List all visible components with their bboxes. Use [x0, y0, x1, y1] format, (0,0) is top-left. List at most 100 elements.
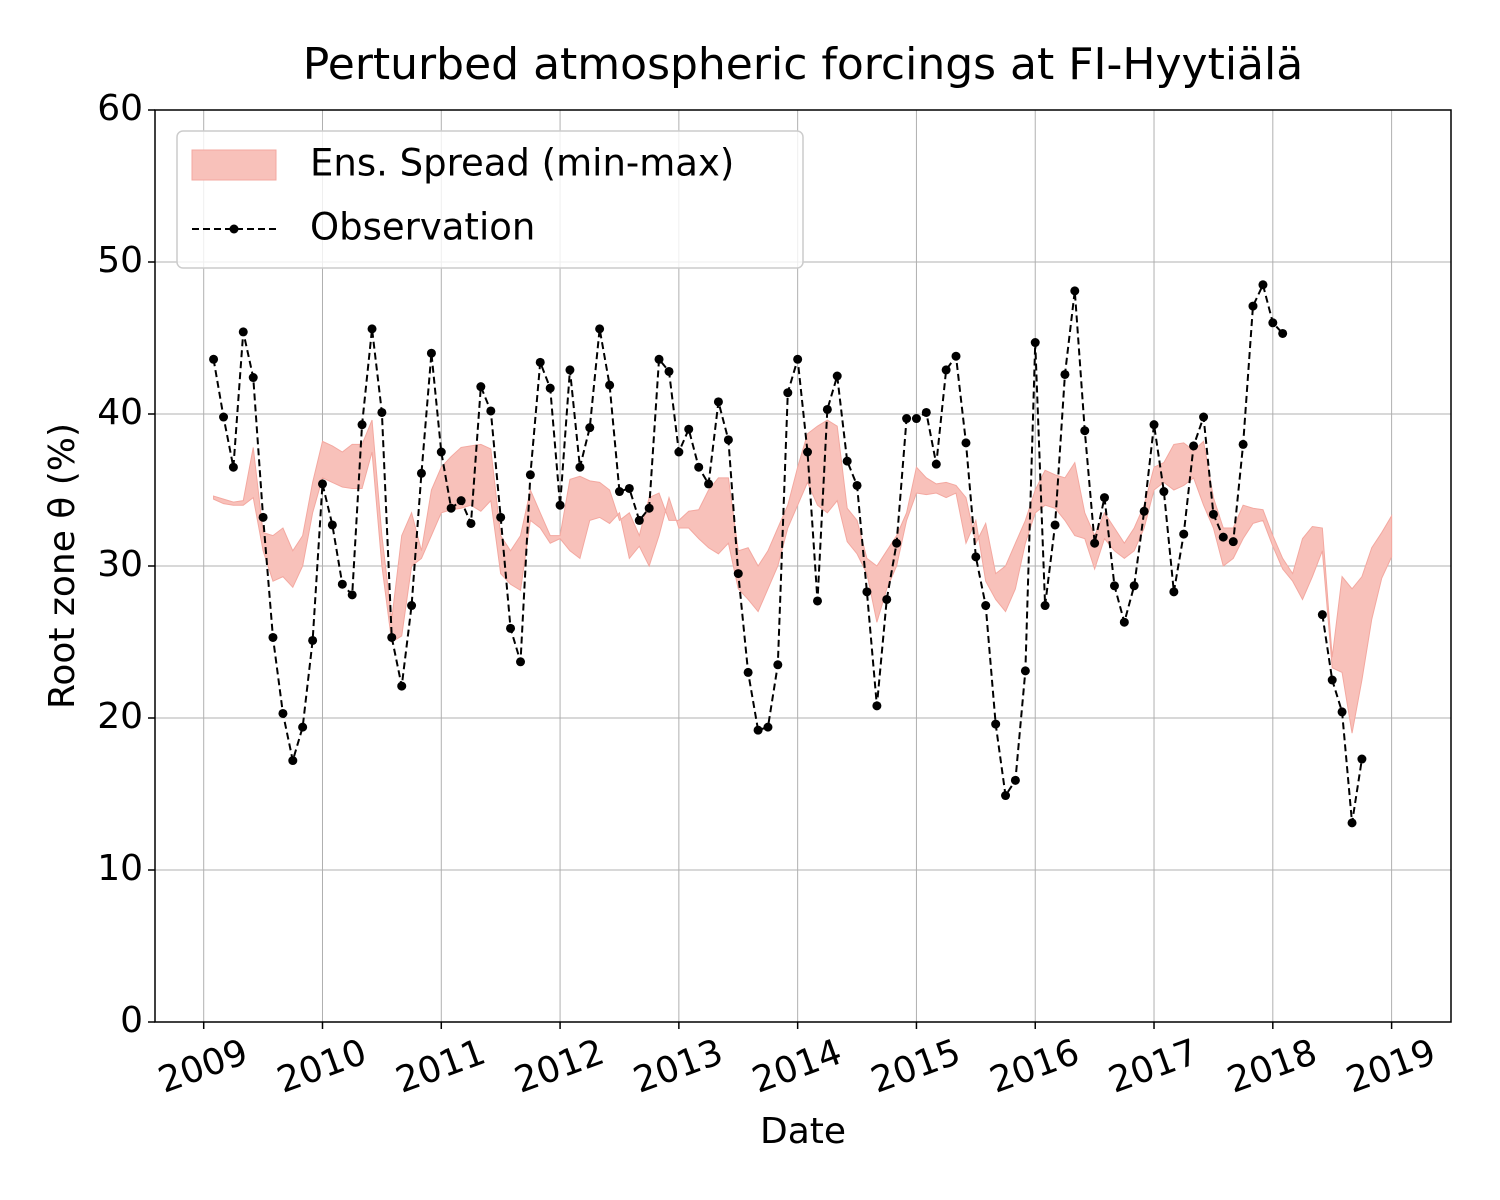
spread-band — [213, 419, 1393, 734]
x-tick-label: 2014 — [747, 1032, 847, 1102]
observation-point — [793, 354, 803, 364]
observation-point — [704, 479, 714, 489]
observation-point — [1218, 532, 1228, 542]
observation-point — [1228, 537, 1238, 547]
observation-point — [773, 660, 783, 670]
observation-point — [1159, 487, 1169, 497]
observation-point — [674, 447, 684, 457]
observation-point — [1268, 318, 1278, 328]
observation-point — [1347, 818, 1357, 828]
observation-point — [654, 354, 664, 364]
x-tick-label: 2016 — [985, 1032, 1085, 1102]
observation-point — [1278, 328, 1288, 338]
observation-point — [575, 462, 585, 472]
observation-point — [565, 365, 575, 375]
observation-point — [1258, 280, 1268, 290]
observation-point — [347, 590, 357, 600]
observation-point — [466, 518, 476, 528]
x-tick-label: 2013 — [628, 1032, 728, 1102]
x-tick-label: 2012 — [510, 1032, 610, 1102]
y-tick-label: 50 — [97, 240, 143, 281]
observation-point — [961, 438, 971, 448]
y-tick-label: 0 — [120, 1000, 143, 1041]
observation-point — [991, 719, 1001, 729]
y-axis-label: Root zone θ (%) — [42, 423, 83, 709]
observation-point — [238, 327, 248, 337]
observation-point — [1020, 666, 1030, 676]
chart-title: Perturbed atmospheric forcings at FI-Hyy… — [303, 39, 1303, 90]
y-tick-label: 60 — [97, 88, 143, 129]
observation-point — [545, 383, 555, 393]
observation-point — [397, 681, 407, 691]
y-tick-label: 10 — [97, 848, 143, 889]
observation-point — [308, 635, 318, 645]
x-tick-label: 2011 — [391, 1032, 491, 1102]
observation-point — [1357, 754, 1367, 764]
x-tick-label: 2009 — [153, 1032, 253, 1102]
observation-point — [1238, 439, 1248, 449]
observation-point — [882, 594, 892, 604]
observation-point — [337, 579, 347, 589]
observation-point — [1040, 601, 1050, 611]
observation-point — [268, 632, 278, 642]
observation-point — [842, 456, 852, 466]
plot-frame — [154, 109, 1452, 1023]
observation-point — [1080, 426, 1090, 436]
observation-point — [605, 380, 615, 390]
observation-point — [921, 407, 931, 417]
observation-point — [496, 512, 506, 522]
observation-point — [1179, 529, 1189, 539]
legend-label: Ens. Spread (min-max) — [310, 142, 734, 185]
observation-point — [1010, 775, 1020, 785]
observation-point — [872, 701, 882, 711]
x-tick-label: 2017 — [1103, 1032, 1203, 1102]
observation-point — [1030, 338, 1040, 348]
observation-point — [258, 512, 268, 522]
observation-point — [1050, 520, 1060, 530]
observation-point — [506, 623, 516, 633]
observation-point — [1090, 538, 1100, 548]
observation-point — [456, 496, 466, 506]
y-tick-label: 40 — [97, 392, 143, 433]
observation-point — [1001, 791, 1011, 801]
observation-point — [1248, 301, 1258, 311]
observation-point — [1327, 675, 1337, 685]
observation-point — [298, 722, 308, 732]
observation-point — [317, 479, 327, 489]
observation-point — [931, 459, 941, 469]
y-tick-label: 30 — [97, 544, 143, 585]
legend-box — [176, 130, 804, 269]
observation-point — [684, 424, 694, 434]
observation-point — [1109, 581, 1119, 591]
observation-point — [644, 503, 654, 513]
observation-point — [585, 423, 595, 433]
observation-point — [852, 480, 862, 490]
observation-point — [1099, 493, 1109, 503]
legend-label: Observation — [310, 206, 535, 249]
observation-point — [516, 657, 526, 667]
observation-point — [1199, 412, 1209, 422]
x-tick-label: 2019 — [1341, 1032, 1441, 1102]
observation-point — [1208, 509, 1218, 519]
observation-point — [1189, 441, 1199, 451]
observation-point — [426, 348, 436, 358]
observation-point — [525, 470, 535, 480]
observation-point — [278, 708, 288, 718]
observation-point — [723, 435, 733, 445]
observation-point — [911, 414, 921, 424]
observation-point — [1139, 506, 1149, 516]
observation-point — [1070, 286, 1080, 296]
observation-point — [981, 601, 991, 611]
observation-point — [892, 538, 902, 548]
observation-point — [634, 515, 644, 525]
observation-point — [624, 483, 634, 493]
x-axis-label: Date — [760, 1111, 846, 1152]
legend-marker — [229, 224, 239, 234]
observation-point — [951, 351, 961, 361]
observation-point — [1337, 707, 1347, 717]
observation-point — [219, 412, 229, 422]
observation-point — [783, 388, 793, 398]
y-tick-label: 20 — [97, 696, 143, 737]
observation-point — [1169, 587, 1179, 597]
